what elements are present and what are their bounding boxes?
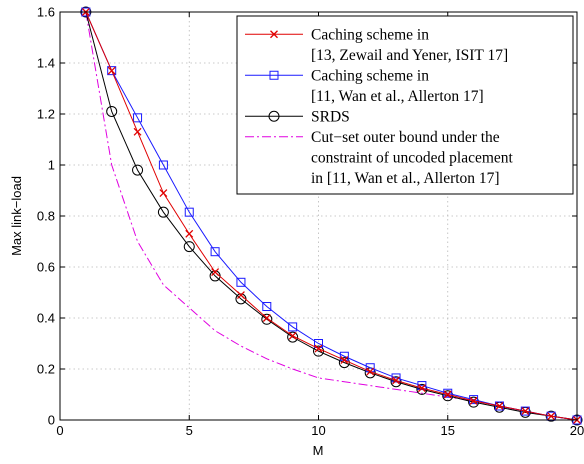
x-marker bbox=[443, 390, 452, 399]
x-tick-label: 10 bbox=[311, 423, 325, 438]
x-marker bbox=[236, 291, 245, 300]
x-marker bbox=[185, 229, 194, 238]
x-marker bbox=[366, 367, 375, 376]
y-tick-label: 0.4 bbox=[37, 311, 55, 326]
square-marker bbox=[184, 207, 194, 217]
legend-entry: Caching scheme in [11, Wan et al., Allert… bbox=[245, 68, 484, 105]
y-tick-label: 0.2 bbox=[37, 362, 55, 377]
legend-label: SRDS bbox=[311, 109, 350, 126]
circle-marker bbox=[268, 110, 280, 122]
x-marker bbox=[159, 189, 168, 198]
square-marker bbox=[133, 113, 143, 123]
axis-ticks: 0 5 10 15 20 0 0.2 0.4 0.6 0.8 1 1.2 1.4 1.6 bbox=[37, 5, 584, 439]
y-tick-label: 1.4 bbox=[37, 56, 55, 71]
circle-marker bbox=[261, 313, 273, 325]
y-tick-label: 1.6 bbox=[37, 5, 55, 20]
series-1 bbox=[81, 8, 581, 424]
square-marker bbox=[269, 70, 279, 80]
legend-label: constraint of uncoded placement bbox=[311, 150, 514, 167]
y-tick-label: 1 bbox=[48, 158, 55, 173]
x-marker bbox=[521, 407, 530, 416]
y-tick-label: 0.6 bbox=[37, 260, 55, 275]
legend-entry: SRDS bbox=[245, 109, 350, 126]
x-marker bbox=[547, 412, 556, 421]
circle-marker bbox=[287, 331, 299, 343]
x-marker bbox=[469, 396, 478, 405]
x-marker bbox=[495, 402, 504, 410]
y-tick-label: 1.2 bbox=[37, 107, 55, 122]
y-axis-label: Max link−load bbox=[9, 176, 24, 256]
x-tick-label: 0 bbox=[56, 423, 63, 438]
square-marker bbox=[262, 302, 272, 312]
square-marker bbox=[288, 322, 298, 332]
x-marker bbox=[392, 376, 401, 385]
square-marker bbox=[314, 339, 323, 348]
circle-marker bbox=[106, 105, 118, 117]
x-marker bbox=[211, 268, 220, 277]
square-marker bbox=[107, 66, 117, 76]
legend: Caching scheme in [13, Zewail and Yener, … bbox=[236, 15, 574, 195]
square-marker bbox=[391, 373, 401, 383]
x-tick-label: 5 bbox=[186, 423, 193, 438]
legend-label: [13, Zewail and Yener, ISIT 17] bbox=[311, 47, 508, 64]
x-tick-label: 20 bbox=[570, 423, 584, 438]
y-tick-label: 0 bbox=[48, 413, 55, 428]
x-marker bbox=[262, 314, 271, 322]
legend-entry: Cut−set outer bound under the constraint … bbox=[245, 129, 514, 187]
legend-box bbox=[236, 15, 574, 195]
series-line bbox=[85, 11, 578, 421]
circle-marker bbox=[183, 241, 195, 253]
y-tick-label: 0.8 bbox=[37, 209, 55, 224]
legend-label: [11, Wan et al., Allerton 17] bbox=[311, 88, 484, 105]
legend-label: Cut−set outer bound under the bbox=[311, 129, 500, 146]
square-marker bbox=[520, 406, 530, 416]
circle-marker bbox=[132, 164, 144, 176]
square-marker bbox=[417, 381, 427, 391]
x-marker bbox=[107, 66, 116, 75]
x-marker bbox=[133, 127, 142, 136]
x-marker bbox=[270, 30, 278, 39]
x-marker bbox=[340, 356, 349, 365]
legend-label: in [11, Wan et al., Allerton 17] bbox=[311, 170, 500, 187]
legend-entry: Caching scheme in [13, Zewail and Yener, … bbox=[245, 27, 508, 64]
x-axis-label: M bbox=[313, 443, 324, 458]
x-marker bbox=[288, 331, 297, 340]
circle-marker bbox=[157, 206, 169, 218]
legend-label: Caching scheme in bbox=[311, 68, 429, 85]
x-marker bbox=[417, 384, 426, 393]
square-marker bbox=[494, 401, 504, 411]
legend-label: Caching scheme in bbox=[311, 27, 429, 44]
square-marker bbox=[236, 277, 246, 287]
square-marker bbox=[158, 160, 168, 170]
circle-marker bbox=[545, 410, 557, 422]
x-marker bbox=[314, 344, 323, 353]
x-tick-label: 15 bbox=[441, 423, 455, 438]
square-marker bbox=[210, 247, 220, 257]
